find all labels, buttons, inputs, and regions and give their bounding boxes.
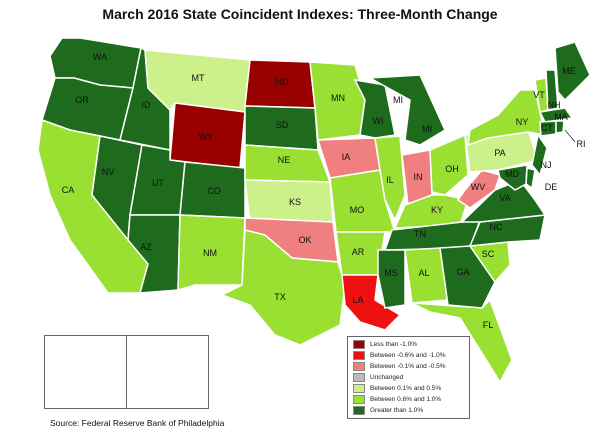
legend-label: Between 0.1% and 0.5%	[370, 385, 442, 392]
legend-swatch	[353, 384, 365, 393]
label-OK: OK	[298, 235, 311, 245]
legend-item: Between 0.6% and 1.0%	[353, 395, 441, 404]
label-SC: SC	[482, 249, 495, 259]
label-WI: WI	[373, 116, 384, 126]
legend-swatch	[353, 351, 365, 360]
label-CO: CO	[207, 186, 221, 196]
legend-item: Less than -1.0%	[353, 340, 417, 349]
label-NV: NV	[102, 167, 115, 177]
label-AR: AR	[352, 247, 365, 257]
legend-label: Between -0.6% and -1.0%	[370, 352, 446, 359]
state-LA[interactable]	[341, 274, 402, 331]
label-MI: MI	[422, 124, 432, 134]
label-CA: CA	[62, 185, 75, 195]
label-GA: GA	[456, 267, 469, 277]
legend-swatch	[353, 406, 365, 415]
label-WV: WV	[471, 182, 486, 192]
label-KS: KS	[289, 197, 301, 207]
legend-swatch	[353, 362, 365, 371]
state-MA[interactable]	[538, 107, 574, 123]
label-MT: MT	[192, 73, 205, 83]
source-note: Source: Federal Reserve Bank of Philadel…	[50, 418, 225, 428]
label-CT: CT	[541, 123, 553, 133]
label-VT: VT	[533, 90, 545, 100]
state-RI[interactable]	[555, 120, 565, 134]
label-RI: RI	[577, 139, 586, 149]
legend-swatch	[353, 373, 365, 382]
label-IA: IA	[342, 152, 351, 162]
state-IL[interactable]	[374, 135, 406, 222]
label-NC: NC	[490, 222, 503, 232]
state-ME[interactable]	[554, 41, 591, 102]
ri-leader-line	[564, 129, 576, 143]
legend-item: Between -0.6% and -1.0%	[353, 351, 446, 360]
state-NJ[interactable]	[531, 133, 548, 177]
state-MO[interactable]	[329, 169, 397, 233]
label-DE: DE	[545, 182, 558, 192]
label-MA: MA	[554, 112, 568, 122]
map-title: March 2016 State Coincident Indexes: Thr…	[102, 6, 498, 22]
legend-label: Greater than 1.0%	[370, 407, 424, 414]
label-OR: OR	[75, 95, 89, 105]
label-MO: MO	[350, 205, 365, 215]
label-NH: NH	[548, 100, 561, 110]
state-NC[interactable]	[468, 214, 546, 247]
label-AL: AL	[418, 268, 429, 278]
inset-divider	[126, 336, 127, 408]
label-ME: ME	[562, 66, 576, 76]
state-MS[interactable]	[377, 249, 406, 309]
label-PA: PA	[494, 148, 505, 158]
label-NM: NM	[203, 248, 217, 258]
legend-item: Unchanged	[353, 373, 403, 382]
label-SD: SD	[276, 120, 289, 130]
label-ND: ND	[276, 77, 289, 87]
label-VA: VA	[499, 193, 510, 203]
legend-label: Less than -1.0%	[370, 341, 417, 348]
legend-label: Between 0.6% and 1.0%	[370, 396, 442, 403]
label-NY: NY	[516, 117, 529, 127]
label-KY: KY	[431, 205, 443, 215]
state-GA[interactable]	[439, 245, 496, 309]
label-MD: MD	[505, 169, 519, 179]
label-ID: ID	[142, 100, 152, 110]
label-MI-upper: MI	[393, 95, 403, 105]
alaska-hawaii-inset	[44, 335, 209, 409]
legend-swatch	[353, 395, 365, 404]
label-NE: NE	[278, 155, 291, 165]
label-WY: WY	[199, 132, 214, 142]
state-MI[interactable]	[367, 74, 446, 146]
legend-swatch	[353, 340, 365, 349]
legend-item: Greater than 1.0%	[353, 406, 423, 415]
state-CT[interactable]	[539, 120, 557, 137]
state-OH[interactable]	[429, 133, 469, 196]
label-MS: MS	[384, 268, 398, 278]
state-FL[interactable]	[411, 298, 513, 384]
legend-label: Between -0.1% and -0.5%	[370, 363, 446, 370]
label-TN: TN	[414, 229, 426, 239]
state-MD[interactable]	[497, 164, 528, 191]
label-TX: TX	[274, 292, 286, 302]
label-FL: FL	[483, 320, 494, 330]
label-MN: MN	[331, 93, 345, 103]
label-LA: LA	[352, 295, 363, 305]
label-IN: IN	[414, 172, 423, 182]
state-NH[interactable]	[545, 69, 559, 111]
state-NM[interactable]	[177, 214, 246, 292]
map-legend: Less than -1.0% Between -0.6% and -1.0% …	[347, 336, 470, 419]
legend-label: Unchanged	[370, 374, 404, 381]
label-IL: IL	[386, 175, 394, 185]
label-AZ: AZ	[140, 242, 152, 252]
legend-item: Between 0.1% and 0.5%	[353, 384, 441, 393]
label-WA: WA	[93, 52, 107, 62]
state-TX[interactable]	[220, 229, 346, 346]
label-UT: UT	[152, 178, 164, 188]
label-NJ: NJ	[541, 160, 552, 170]
label-OH: OH	[445, 164, 459, 174]
legend-item: Between -0.1% and -0.5%	[353, 362, 446, 371]
